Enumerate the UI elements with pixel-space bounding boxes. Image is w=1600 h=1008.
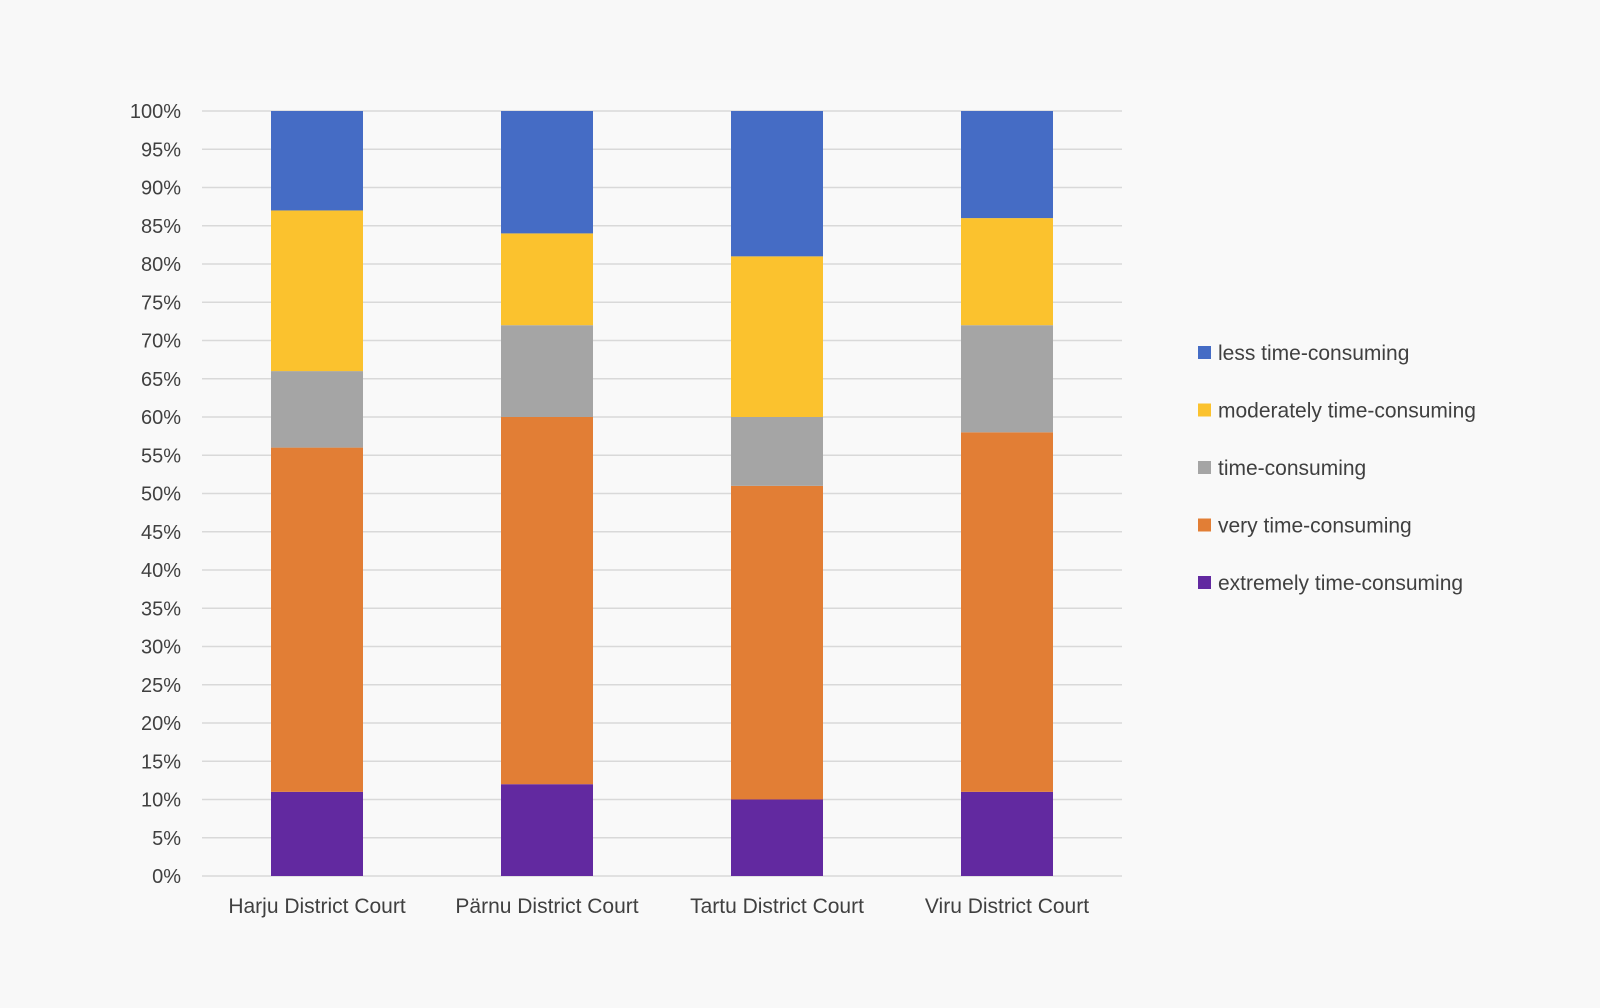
x-category-label: Pärnu District Court — [455, 895, 638, 918]
legend: less time-consuming moderately time-consu… — [1198, 342, 1476, 595]
bar-segment — [271, 210, 363, 372]
bar-segment — [271, 447, 363, 792]
y-tick-label: 95% — [141, 139, 181, 161]
bar-segment — [501, 784, 593, 876]
bar-segment — [961, 218, 1053, 326]
legend-label: extremely time-consuming — [1218, 572, 1463, 595]
bar-segment — [731, 485, 823, 800]
bar-segment — [501, 325, 593, 417]
y-tick-label: 30% — [141, 637, 181, 659]
legend-swatch — [1198, 576, 1211, 589]
bars — [271, 111, 1053, 876]
legend-swatch — [1198, 461, 1211, 474]
bar-segment — [961, 791, 1053, 876]
bar-segment — [731, 111, 823, 257]
y-tick-label: 75% — [141, 292, 181, 314]
legend-swatch — [1198, 403, 1211, 417]
legend-swatch — [1198, 518, 1211, 532]
bar-segment — [271, 111, 363, 211]
y-tick-label: 40% — [141, 560, 181, 582]
y-tick-label: 50% — [141, 484, 181, 506]
x-category-label: Viru District Court — [925, 895, 1089, 918]
y-tick-label: 90% — [141, 178, 181, 200]
y-tick-label: 70% — [141, 331, 181, 353]
y-tick-label: 15% — [141, 751, 181, 773]
bar-segment — [961, 111, 1053, 219]
x-axis-category-labels: Harju District Court Pärnu District Court… — [228, 895, 1089, 918]
y-tick-label: 5% — [152, 828, 181, 850]
y-tick-label: 45% — [141, 522, 181, 544]
legend-label: less time-consuming — [1218, 342, 1409, 365]
bar-segment — [731, 799, 823, 876]
x-category-label: Harju District Court — [228, 895, 406, 918]
bar-segment — [731, 417, 823, 486]
legend-label: time-consuming — [1218, 457, 1366, 480]
y-tick-label: 55% — [141, 445, 181, 467]
y-tick-label: 20% — [141, 713, 181, 735]
y-tick-label: 60% — [141, 407, 181, 429]
y-tick-label: 65% — [141, 369, 181, 391]
y-tick-label: 0% — [152, 866, 181, 888]
legend-label: moderately time-consuming — [1218, 400, 1476, 423]
bar-segment — [271, 791, 363, 876]
bar-segment — [271, 371, 363, 448]
y-tick-label: 85% — [141, 216, 181, 238]
y-tick-label: 25% — [141, 675, 181, 697]
bar-segment — [501, 417, 593, 785]
bar-segment — [961, 325, 1053, 433]
bar-segment — [501, 111, 593, 234]
y-tick-label: 10% — [141, 790, 181, 812]
y-axis-tick-labels: 0% 5% 10% 15% 20% 25% 30% 35% 40% 45% 50% 55% 60% 65%… — [130, 101, 181, 888]
legend-swatch — [1198, 346, 1211, 359]
y-tick-label: 35% — [141, 598, 181, 620]
y-tick-label: 100% — [130, 101, 181, 123]
y-tick-label: 80% — [141, 254, 181, 276]
x-category-label: Tartu District Court — [690, 895, 864, 918]
bar-segment — [501, 233, 593, 326]
bar-segment — [731, 256, 823, 417]
bar-segment — [961, 432, 1053, 792]
legend-label: very time-consuming — [1218, 515, 1412, 538]
